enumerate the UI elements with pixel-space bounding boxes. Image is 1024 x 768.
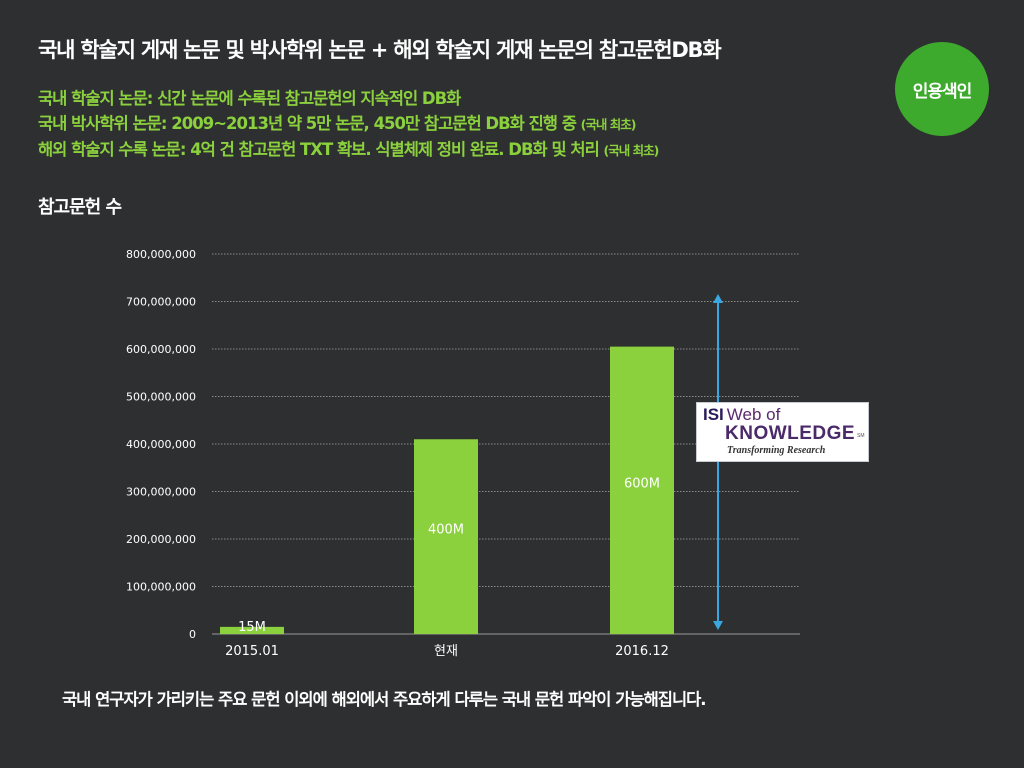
- bar-value-labels: 15M 400M 600M: [238, 476, 660, 635]
- subtitle-note: (국내 최초): [580, 117, 637, 132]
- subtitle-note: (국내 최초): [603, 143, 660, 158]
- y-tick-label: 300,000,000: [126, 486, 196, 499]
- footer-note: 국내 연구자가 가리키는 주요 문헌 이외에 해외에서 주요하게 다루는 국내 …: [62, 690, 707, 709]
- y-tick-label: 500,000,000: [126, 391, 196, 404]
- growth-arrow: [713, 294, 723, 630]
- y-tick-label: 100,000,000: [126, 581, 196, 594]
- y-tick-label: 800,000,000: [126, 248, 196, 261]
- x-tick-label: 2016.12: [615, 644, 669, 659]
- citation-index-badge: 인용색인: [895, 42, 989, 136]
- page-title: 국내 학술지 게재 논문 및 박사학위 논문 + 해외 학술지 게재 논문의 참…: [38, 38, 722, 62]
- logo-knowledge-text: KNOWLEDGE: [725, 423, 856, 444]
- x-tick-label: 2015.01: [225, 644, 279, 659]
- bar-value-label: 400M: [428, 523, 464, 538]
- arrow-head-up: [713, 294, 723, 303]
- isi-web-of-knowledge-logo: ISI Web of KNOWLEDGE SM Transforming Rese…: [696, 402, 869, 462]
- subtitle-line-doctoral-theses: 국내 박사학위 논문: 2009~2013년 약 5만 논문, 450만 참고문…: [38, 111, 658, 137]
- chart-bars: [220, 346, 674, 634]
- y-axis-ticks: 0 100,000,000 200,000,000 300,000,000 400,00…: [126, 248, 196, 641]
- x-tick-label: 현재: [434, 644, 458, 659]
- subtitle-block: 국내 학술지 논문: 신간 논문에 수록된 참고문헌의 지속적인 DB화 국내 …: [38, 86, 660, 163]
- y-tick-label: 200,000,000: [126, 533, 196, 546]
- subtitle-line-text: 국내 학술지 논문: 신간 논문에 수록된 참고문헌의 지속적인 DB화: [38, 89, 461, 108]
- subtitle-line-domestic-journals: 국내 학술지 논문: 신간 논문에 수록된 참고문헌의 지속적인 DB화: [38, 86, 658, 111]
- y-tick-label: 400,000,000: [126, 438, 196, 451]
- subtitle-line-overseas-journals: 해외 학술지 수록 논문: 4억 건 참고문헌 TXT 확보. 식별체제 정비 …: [38, 137, 660, 163]
- bar-2: [610, 346, 674, 634]
- subtitle-line-text: 국내 박사학위 논문: 2009~2013년 약 5만 논문, 450만 참고문…: [38, 114, 577, 133]
- y-tick-label: 0: [189, 628, 196, 641]
- section-title: 참고문헌 수: [38, 197, 122, 218]
- logo-web-of-text: Web of: [726, 405, 781, 424]
- logo-isi-text: ISI: [703, 405, 724, 424]
- y-tick-label: 700,000,000: [126, 296, 196, 309]
- bar-1: [414, 439, 478, 634]
- y-tick-label: 600,000,000: [126, 343, 196, 356]
- bar-0: [220, 626, 284, 634]
- logo-tm-mark: SM: [857, 433, 865, 439]
- logo-tagline: Transforming Research: [727, 445, 826, 456]
- subtitle-line-text: 해외 학술지 수록 논문: 4억 건 참고문헌 TXT 확보. 식별체제 정비 …: [38, 140, 600, 159]
- bar-value-label: 15M: [238, 620, 266, 635]
- bar-value-label: 600M: [624, 476, 660, 491]
- badge-label: 인용색인: [912, 81, 973, 102]
- arrow-head-down: [713, 621, 723, 630]
- x-axis-ticks: 2015.01 현재 2016.12: [225, 644, 669, 659]
